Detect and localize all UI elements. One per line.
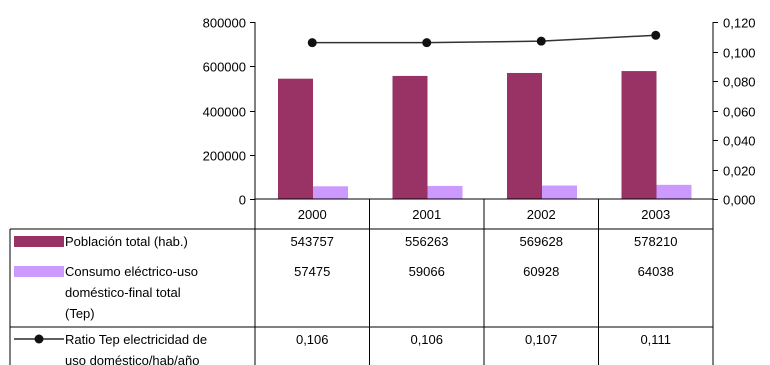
ratio-point <box>422 38 432 48</box>
left-tick-label: 400000 <box>203 105 246 120</box>
legend-key-swatch <box>14 236 64 247</box>
series-name: Población total (hab.) <box>65 234 188 249</box>
bar <box>656 184 692 199</box>
bar <box>621 71 657 199</box>
data-table: 2000 2001 2002 2003 Población total (hab.) 54… <box>9 198 714 365</box>
bar <box>392 75 428 199</box>
data-label: 64038 <box>638 264 674 279</box>
category-label: 2003 <box>641 207 670 222</box>
data-label: 0,106 <box>296 332 329 347</box>
series-name: Consumo eléctrico-uso <box>65 264 198 279</box>
ratio-line <box>312 34 656 44</box>
left-tick-label: 0 <box>239 193 246 208</box>
axes-group: 800000 600000 400000 200000 0 0,120 0,100 0,080… <box>203 16 756 208</box>
bar <box>542 185 577 199</box>
series-name: uso doméstico/hab/año <box>65 353 199 365</box>
data-label: 556263 <box>405 234 448 249</box>
bar <box>507 72 542 199</box>
category-label: 2002 <box>527 207 556 222</box>
category-label: 2001 <box>412 207 441 222</box>
data-label: 57475 <box>294 264 330 279</box>
ratio-line-group <box>307 30 661 48</box>
data-label: 0,107 <box>525 332 558 347</box>
right-tick-label: 0,080 <box>723 75 756 90</box>
bar <box>278 78 313 199</box>
series-name: (Tep) <box>65 306 95 321</box>
left-tick-label: 800000 <box>203 16 246 31</box>
left-tick-label: 600000 <box>203 60 246 75</box>
ratio-point <box>307 38 317 48</box>
right-tick-label: 0,020 <box>723 164 756 179</box>
data-label: 0,111 <box>640 332 671 347</box>
bar <box>427 185 463 199</box>
ratio-point <box>536 36 546 46</box>
series-name: doméstico-final total <box>65 285 181 300</box>
data-label: 0,106 <box>410 332 443 347</box>
series-name: Ratio Tep electricidad de <box>65 332 207 347</box>
ratio-point <box>651 30 661 40</box>
bars-group <box>278 71 692 199</box>
legend-key-swatch <box>14 266 64 277</box>
category-label: 2000 <box>298 207 327 222</box>
bar <box>313 186 348 199</box>
right-tick-label: 0,000 <box>723 193 756 208</box>
data-label: 60928 <box>523 264 559 279</box>
right-tick-label: 0,060 <box>723 105 756 120</box>
right-tick-label: 0,120 <box>723 16 756 31</box>
legend-key-marker <box>34 334 44 344</box>
data-label: 59066 <box>409 264 445 279</box>
left-tick-label: 200000 <box>203 149 246 164</box>
right-tick-label: 0,040 <box>723 134 756 149</box>
data-label: 543757 <box>291 234 334 249</box>
right-tick-label: 0,100 <box>723 46 756 61</box>
data-label: 578210 <box>634 234 677 249</box>
data-label: 569628 <box>520 234 563 249</box>
